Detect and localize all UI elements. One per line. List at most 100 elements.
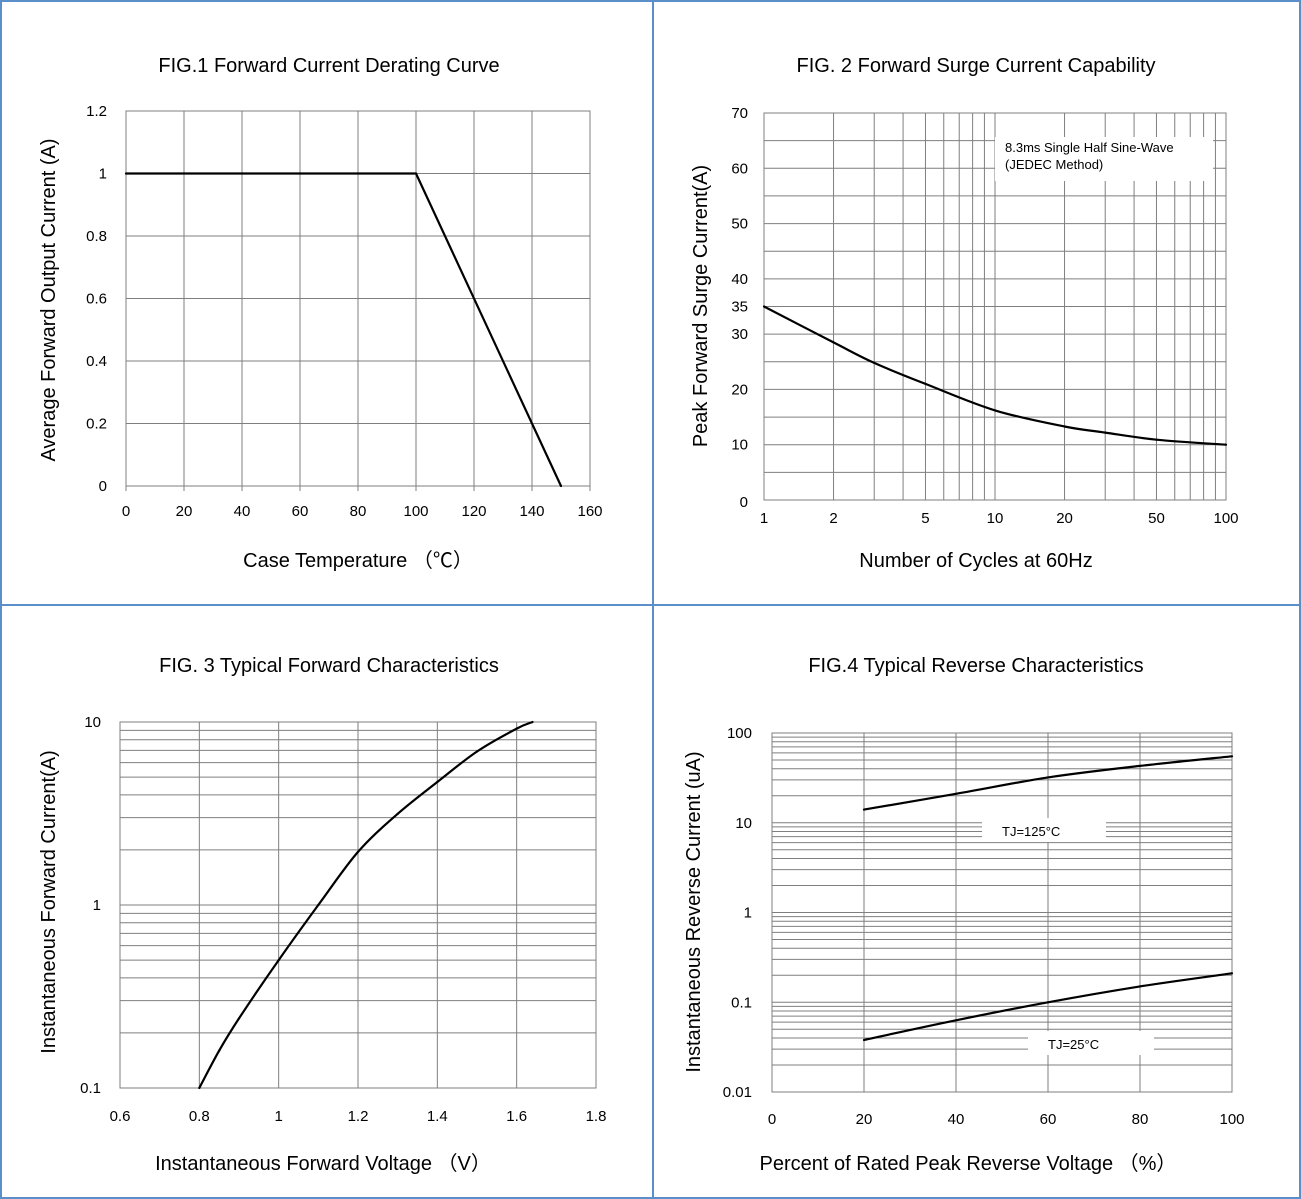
data-point xyxy=(873,361,876,364)
y-tick-label: 1 xyxy=(99,166,107,183)
data-point xyxy=(396,812,399,815)
chart-3: 0.6 0.8 1 1.2 1.4 1.6 1.8 0.1 1 10 FIG. 3 Typical … xyxy=(38,655,606,1175)
y-tick-label: 0.2 xyxy=(86,416,107,433)
data-point xyxy=(954,792,958,795)
data-point xyxy=(1138,764,1142,768)
x-tick-label: 0.8 xyxy=(189,1108,210,1125)
annotation-line: 8.3ms Single Half Sine-Wave xyxy=(1005,140,1174,155)
x-axis-label: Number of Cycles at 60Hz xyxy=(859,550,1092,572)
x-tick-label: 10 xyxy=(987,510,1004,527)
x-tick-label: 1.4 xyxy=(427,1108,448,1125)
data-point xyxy=(993,409,997,412)
x-tick-label: 20 xyxy=(856,1111,873,1128)
series-label-text: TJ=25°C xyxy=(1048,1037,1099,1052)
data-point xyxy=(1046,776,1050,779)
series-line-1 xyxy=(198,720,533,1089)
data-point xyxy=(762,305,766,308)
x-axis-label: Percent of Rated Peak Reverse Voltage （%… xyxy=(760,1152,1177,1175)
data-point xyxy=(954,1019,958,1022)
chart-title: FIG. 2 Forward Surge Current Capability xyxy=(796,55,1155,77)
x-tick-label: 160 xyxy=(577,503,602,520)
y-tick-label: 40 xyxy=(731,271,748,288)
data-point xyxy=(475,750,479,753)
y-tick-label: 0.1 xyxy=(80,1080,101,1097)
y-tick-label: 0.1 xyxy=(731,994,752,1011)
x-tick-label: 40 xyxy=(234,503,251,520)
y-tick-label: 0.01 xyxy=(723,1084,752,1101)
chart-1: 0 20 40 60 80 100 120 140 160 0 0.2 0.4 0.6 0.8 1 1.2 FI… xyxy=(38,55,603,572)
data-point xyxy=(1104,431,1107,434)
x-tick-label: 1.2 xyxy=(348,1108,369,1125)
annotation-line: (JEDEC Method) xyxy=(1005,157,1103,172)
x-tick-label: 60 xyxy=(292,503,309,520)
data-point xyxy=(1046,1001,1050,1004)
data-point xyxy=(1230,755,1234,758)
y-axis-label: Instantaneous Forward Current(A) xyxy=(38,750,60,1053)
chart-title: FIG.1 Forward Current Derating Curve xyxy=(158,55,499,77)
series-line-1 xyxy=(126,172,562,487)
y-tick-label: 0.8 xyxy=(86,228,107,245)
annotation-box: 8.3ms Single Half Sine-Wave (JEDEC Method… xyxy=(995,137,1213,181)
x-tick-label: 100 xyxy=(1213,510,1238,527)
chart-4-grid xyxy=(771,733,1233,1092)
x-tick-label: 100 xyxy=(1219,1111,1244,1128)
data-point xyxy=(124,172,128,175)
y-tick-label: 70 xyxy=(731,105,748,122)
chart-title: FIG. 3 Typical Forward Characteristics xyxy=(159,655,499,677)
data-point xyxy=(862,808,866,811)
data-point xyxy=(1063,425,1066,428)
data-point xyxy=(559,484,563,488)
data-point xyxy=(862,1038,866,1042)
y-tick-label: 0.6 xyxy=(86,291,107,308)
x-axis-label: Case Temperature （℃） xyxy=(243,549,473,572)
chart-2: 1 2 5 10 20 50 100 0 10 20 30 35 40 50 60 70 FIG. 2 Forw… xyxy=(690,55,1239,572)
data-point xyxy=(1155,438,1158,441)
y-axis-label: Peak Forward Surge Current(A) xyxy=(690,165,712,447)
data-point xyxy=(237,1017,241,1020)
plot-frame xyxy=(119,721,597,1089)
x-tick-label: 40 xyxy=(948,1111,965,1128)
x-tick-label: 0 xyxy=(122,503,130,520)
x-tick-label: 20 xyxy=(1056,510,1073,527)
y-axis-label: Instantaneous Reverse Current (uA) xyxy=(683,751,705,1072)
x-tick-label: 1.6 xyxy=(506,1108,527,1125)
y-tick-label: 50 xyxy=(731,216,748,233)
y-tick-label: 1.2 xyxy=(86,103,107,120)
y-tick-label: 60 xyxy=(731,160,748,177)
data-point xyxy=(436,780,439,784)
x-tick-label: 1 xyxy=(760,510,768,527)
series-label: TJ=125°C xyxy=(982,818,1106,842)
chart-title: FIG.4 Typical Reverse Characteristics xyxy=(808,655,1143,677)
y-tick-label: 0 xyxy=(740,494,748,511)
x-tick-label: 80 xyxy=(350,503,367,520)
y-tick-label: 10 xyxy=(735,815,752,832)
y-tick-label: 10 xyxy=(731,437,748,454)
x-tick-label: 60 xyxy=(1040,1111,1057,1128)
data-point xyxy=(832,341,835,344)
x-tick-label: 20 xyxy=(176,503,193,520)
x-tick-label: 0 xyxy=(768,1111,776,1128)
x-tick-label: 2 xyxy=(829,510,837,527)
y-tick-label: 1 xyxy=(744,905,752,922)
y-tick-label: 20 xyxy=(731,381,748,398)
x-tick-label: 5 xyxy=(921,510,929,527)
data-point xyxy=(531,720,534,724)
chart-1-grid xyxy=(125,110,591,487)
y-tick-label: 35 xyxy=(731,299,748,316)
data-point xyxy=(356,850,360,854)
y-tick-label: 0.4 xyxy=(86,353,107,370)
chart-3-grid xyxy=(119,722,597,1088)
series-label: TJ=25°C xyxy=(1028,1031,1154,1055)
x-tick-label: 100 xyxy=(403,503,428,520)
y-tick-label: 1 xyxy=(93,897,101,914)
x-tick-label: 80 xyxy=(1132,1111,1149,1128)
x-tick-label: 1 xyxy=(274,1108,282,1125)
data-point xyxy=(277,959,280,962)
data-point xyxy=(1138,985,1142,988)
data-point xyxy=(1224,443,1228,446)
data-point xyxy=(515,727,518,730)
x-tick-label: 1.8 xyxy=(586,1108,607,1125)
y-tick-label: 10 xyxy=(84,714,101,731)
series-label-text: TJ=125°C xyxy=(1002,824,1060,839)
